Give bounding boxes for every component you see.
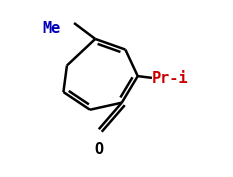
Text: O: O [94,142,103,157]
Text: Pr-i: Pr-i [152,71,188,86]
Text: Me: Me [42,21,60,36]
